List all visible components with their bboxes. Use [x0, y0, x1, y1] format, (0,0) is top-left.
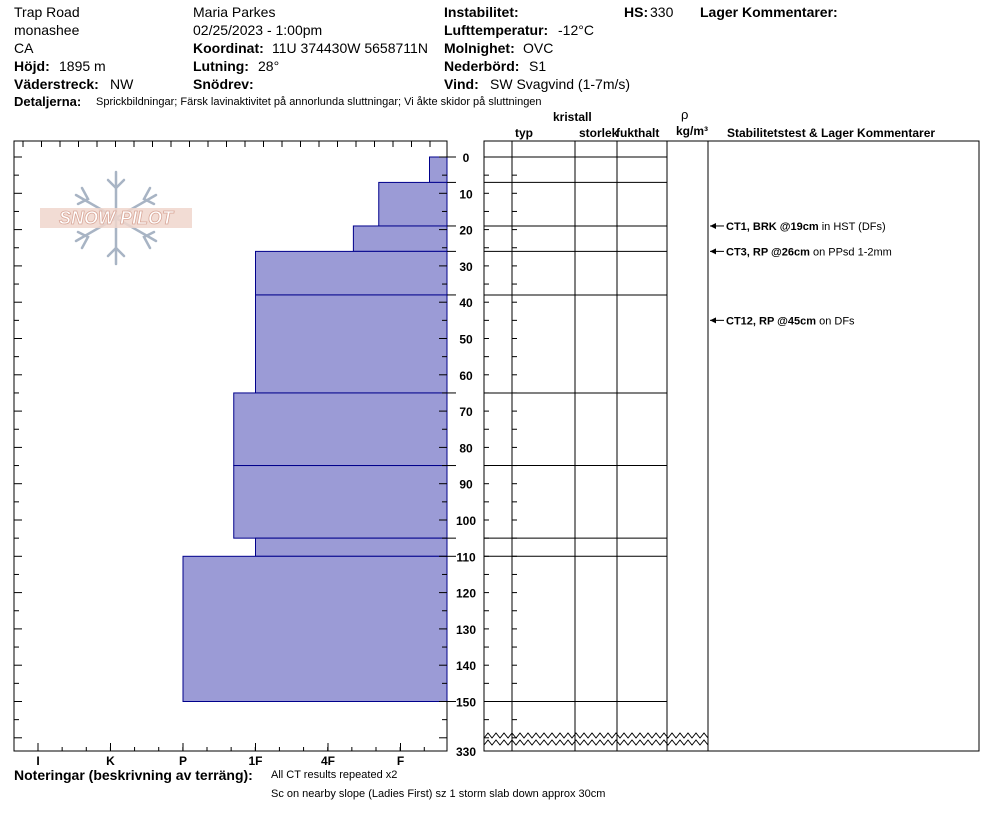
stability-arrow-head	[710, 222, 716, 229]
hardness-bar	[182, 555, 448, 702]
stability-test-result: CT3, RP @26cm	[726, 246, 813, 258]
x-tick-label: K	[106, 754, 115, 768]
col-rho: ρ	[681, 107, 689, 122]
coord-value: 11U 374430W 5658711N	[272, 40, 428, 56]
stability-test-result: CT12, RP @45cm	[726, 315, 819, 327]
depth-label: 50	[459, 333, 473, 347]
depth-label: 150	[456, 696, 476, 710]
notes-label: Noteringar (beskrivning av terräng):	[14, 767, 253, 783]
wind-value: SW Svagvind (1-7m/s)	[490, 76, 631, 92]
notes-line2: Sc on nearby slope (Ladies First) sz 1 s…	[271, 788, 606, 800]
col-moisture: fukthalt	[616, 126, 660, 140]
slope-value: 28°	[258, 58, 280, 74]
depth-break-zigzag	[483, 739, 709, 746]
depth-label: 70	[459, 405, 473, 419]
depth-label: 110	[456, 550, 476, 564]
logo-text: SNOW PILOT	[59, 208, 175, 228]
country: CA	[14, 40, 34, 56]
depth-label: 30	[459, 260, 473, 274]
depth-label: 10	[459, 187, 473, 201]
hs-value: 330	[650, 4, 674, 20]
slope-label: Lutning:	[193, 58, 249, 74]
hardness-bar	[352, 225, 448, 252]
details-value: Sprickbildningar; Färsk lavinaktivitet p…	[96, 96, 542, 108]
hardness-bar	[255, 537, 448, 557]
hardness-bar	[429, 156, 448, 183]
layer-comments-label: Lager Kommentarer:	[700, 4, 838, 20]
depth-label: 20	[459, 224, 473, 238]
depth-label: 120	[456, 587, 476, 601]
depth-label: 90	[459, 478, 473, 492]
depth-break-zigzag	[483, 732, 709, 739]
details-label: Detaljerna:	[14, 94, 82, 109]
snowpilot-logo: SNOW PILOT	[40, 170, 192, 266]
precip-label: Nederbörd:	[444, 58, 520, 74]
location: Trap Road	[14, 4, 80, 20]
stability-test-label: CT1, BRK @19cm in HST (DFs)	[726, 221, 886, 233]
layer-table-frame	[483, 140, 980, 752]
airtemp-label: Lufttemperatur:	[444, 22, 549, 38]
x-tick-label: P	[179, 754, 187, 768]
stability-test-comment: on DFs	[819, 315, 855, 327]
instability-label: Instabilitet:	[444, 4, 519, 20]
stability-test-comment: in HST (DFs)	[822, 221, 886, 233]
stability-test-label: CT3, RP @26cm on PPsd 1-2mm	[726, 246, 892, 258]
datetime: 02/25/2023 - 1:00pm	[193, 22, 323, 38]
elevation-label: Höjd:	[14, 58, 50, 74]
col-stability: Stabilitetstest & Lager Kommentarer	[727, 126, 936, 140]
x-tick-label: 1F	[248, 754, 262, 768]
hardness-bar	[233, 392, 448, 467]
hardness-bar	[378, 181, 448, 227]
x-tick-label: F	[397, 754, 404, 768]
stability-test-label: CT12, RP @45cm on DFs	[726, 315, 855, 327]
precip-value: S1	[529, 58, 547, 74]
observer: Maria Parkes	[193, 4, 276, 20]
stability-test-result: CT1, BRK @19cm	[726, 221, 822, 233]
subregion: monashee	[14, 22, 80, 38]
elevation-value: 1895 m	[59, 58, 106, 74]
depth-label: 130	[456, 623, 476, 637]
notes-line1: All CT results repeated x2	[271, 769, 398, 781]
col-type: typ	[515, 126, 533, 140]
x-tick-label: 4F	[321, 754, 335, 768]
col-size: storlek	[579, 126, 619, 140]
depth-label: 140	[456, 659, 476, 673]
wind-label: Vind:	[444, 76, 479, 92]
stability-arrow-head	[710, 317, 716, 324]
airtemp-value: -12°C	[558, 22, 594, 38]
hs-label: HS:	[624, 4, 649, 20]
col-density-unit: kg/m³	[676, 124, 709, 138]
coord-label: Koordinat:	[193, 40, 264, 56]
sky-value: OVC	[523, 40, 554, 56]
depth-label: 40	[459, 296, 473, 310]
drift-label: Snödrev:	[193, 76, 254, 92]
depth-label: 60	[459, 369, 473, 383]
hardness-bar	[233, 465, 448, 539]
depth-bottom-label: 330	[456, 745, 476, 759]
stability-test-comment: on PPsd 1-2mm	[813, 246, 892, 258]
hardness-bar	[255, 250, 448, 296]
aspect-label: Väderstreck:	[14, 76, 99, 92]
sky-label: Molnighet:	[444, 40, 515, 56]
col-crystal: kristall	[553, 110, 592, 124]
hardness-bar	[255, 294, 448, 394]
depth-label: 100	[456, 514, 476, 528]
depth-label: 80	[459, 441, 473, 455]
stability-arrow-head	[710, 248, 716, 255]
depth-label: 0	[463, 151, 470, 165]
x-tick-label: I	[36, 754, 39, 768]
aspect-value: NW	[110, 76, 134, 92]
